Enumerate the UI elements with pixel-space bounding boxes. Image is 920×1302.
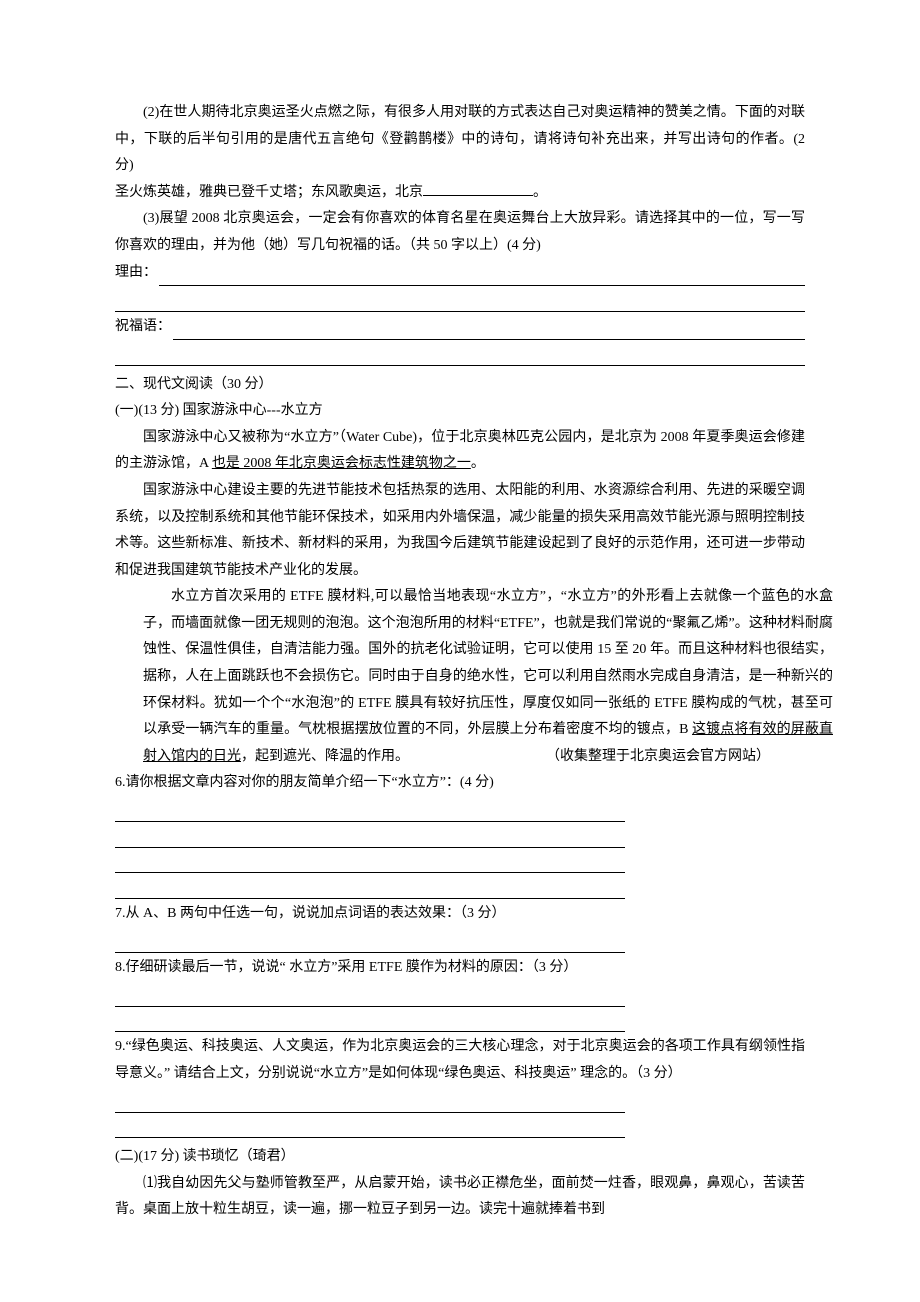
reason-fill-2 [115,288,805,311]
q5-3-text: (3)展望 2008 北京奥运会，一定会有你喜欢的体育名星在奥运舞台上大放异彩。… [115,206,805,259]
q9-line-2 [115,1115,625,1138]
passage-p1: 国家游泳中心又被称为“水立方”（Water Cube)，位于北京奥林匹克公园内，… [115,425,805,478]
passage-p3: 水立方首次采用的 ETFE 膜材料,可以最恰当地表现“水立方”，“水立方”的外形… [115,584,805,770]
reason-fill-1 [159,268,805,286]
section2-header: 二、现代文阅读（30 分） [115,372,805,399]
wish-line-1: 祝福语： [115,314,805,341]
q5-2-couplet: 圣火炼英雄，雅典已登千丈塔；东风歌奥运，北京 。 [115,180,805,207]
q8-line-2 [115,1009,625,1032]
q5-2-text: (2)在世人期待北京奥运圣火点燃之际，有很多人用对联的方式表达自己对奥运精神的赞… [115,100,805,180]
q9-text: 9.“绿色奥运、科技奥运、人文奥运，作为北京奥运会的三大核心理念，对于北京奥运会… [115,1034,805,1087]
couplet-prefix: 圣火炼英雄，雅典已登千丈塔；东风歌奥运，北京 [115,185,423,200]
q6-line-3 [115,850,625,873]
couplet-blank [423,181,533,196]
couplet-suffix: 。 [533,185,547,200]
wish-fill-2 [115,342,805,365]
reason-label: 理由： [115,260,157,287]
q7-text: 7.从 A、B 两句中任选一句，说说加点词语的表达效果：（3 分） [115,901,805,928]
p3-a: 水立方首次采用的 ETFE 膜材料,可以最恰当地表现“水立方”，“水立方”的外形… [143,589,833,737]
wish-label: 祝福语： [115,314,171,341]
p1-underline: 也是 2008 年北京奥运会标志性建筑物之一 [212,456,471,471]
p1-b: 。 [471,456,485,471]
passage-p2: 国家游泳中心建设主要的先进节能技术包括热泵的选用、太阳能的利用、水资源综合利用、… [115,478,805,584]
q8-line-1 [115,983,625,1006]
q6-text: 6.请你根据文章内容对你的朋友简单介绍一下“水立方”：(4 分) [115,770,805,797]
part2-header: (二)(17 分) 读书琐忆（琦君） [115,1144,805,1171]
q9-line-1 [115,1089,625,1112]
q8-text: 8.仔细研读最后一节，说说“ 水立方”采用 ETFE 膜作为材料的原因：（3 分… [115,955,805,982]
q6-line-4 [115,875,625,898]
p3-source: （收集整理于北京奥运会官方网站） [546,749,770,764]
part2-p1: ⑴我自幼因先父与塾师管教至严，从启蒙开始，读书必正襟危坐，面前焚一炷香，眼观鼻，… [115,1171,805,1224]
reason-line-1: 理由： [115,260,805,287]
q6-line-1 [115,799,625,822]
q6-line-2 [115,824,625,847]
wish-fill-1 [173,322,805,340]
part1-header: (一)(13 分) 国家游泳中心---水立方 [115,398,805,425]
p3-b: ，起到遮光、降温的作用。 [241,749,409,764]
q7-line-1 [115,929,625,952]
